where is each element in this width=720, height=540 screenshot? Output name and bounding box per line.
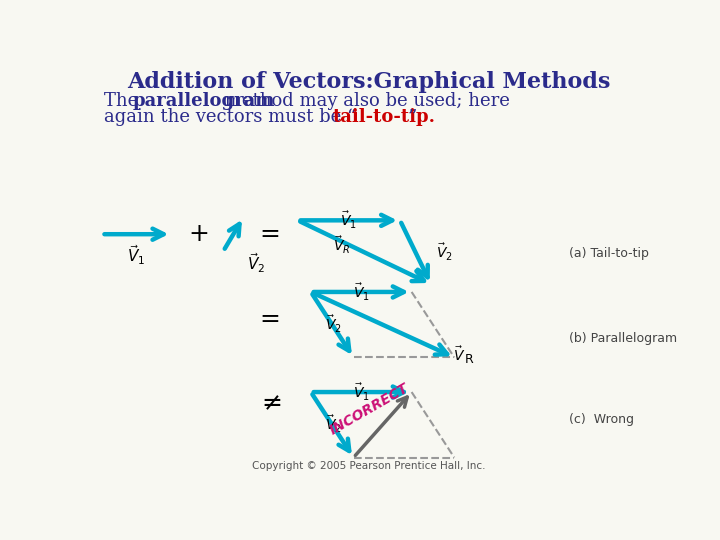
Text: +: + — [188, 222, 209, 246]
Text: $\vec{V}_1$: $\vec{V}_1$ — [341, 211, 357, 231]
Text: $\vec{V}_2$: $\vec{V}_2$ — [246, 251, 265, 275]
Text: $\neq$: $\neq$ — [257, 392, 282, 416]
Text: $\vec{V}_R$: $\vec{V}_R$ — [333, 235, 351, 256]
Text: $\vec{V}_2$: $\vec{V}_2$ — [325, 414, 342, 435]
Text: $\vec{V}_2$: $\vec{V}_2$ — [436, 242, 452, 263]
Text: (a) Tail-to-tip: (a) Tail-to-tip — [569, 247, 649, 260]
Text: $\vec{V}_1$: $\vec{V}_1$ — [353, 282, 369, 303]
Text: R: R — [464, 353, 473, 366]
Text: INCORRECT: INCORRECT — [327, 381, 411, 438]
Text: tail-to-tip.: tail-to-tip. — [333, 108, 436, 126]
Text: parallelogram: parallelogram — [132, 92, 275, 110]
Text: method may also be used; here: method may also be used; here — [220, 92, 510, 110]
Text: again the vectors must be “: again the vectors must be “ — [104, 108, 356, 126]
Text: $\vec{V}_1$: $\vec{V}_1$ — [353, 382, 369, 403]
Text: =: = — [259, 307, 280, 331]
Text: Addition of Vectors:Graphical Methods: Addition of Vectors:Graphical Methods — [127, 71, 611, 93]
Text: =: = — [259, 222, 280, 246]
Text: (c)  Wrong: (c) Wrong — [569, 413, 634, 426]
Text: $\vec{V}$: $\vec{V}$ — [453, 345, 465, 363]
Text: ”: ” — [408, 108, 417, 126]
Text: The: The — [104, 92, 144, 110]
Text: $\vec{V}_2$: $\vec{V}_2$ — [325, 314, 342, 335]
Text: Copyright © 2005 Pearson Prentice Hall, Inc.: Copyright © 2005 Pearson Prentice Hall, … — [252, 461, 486, 471]
Text: (b) Parallelogram: (b) Parallelogram — [569, 332, 677, 345]
Text: $\vec{V}_1$: $\vec{V}_1$ — [127, 244, 145, 267]
